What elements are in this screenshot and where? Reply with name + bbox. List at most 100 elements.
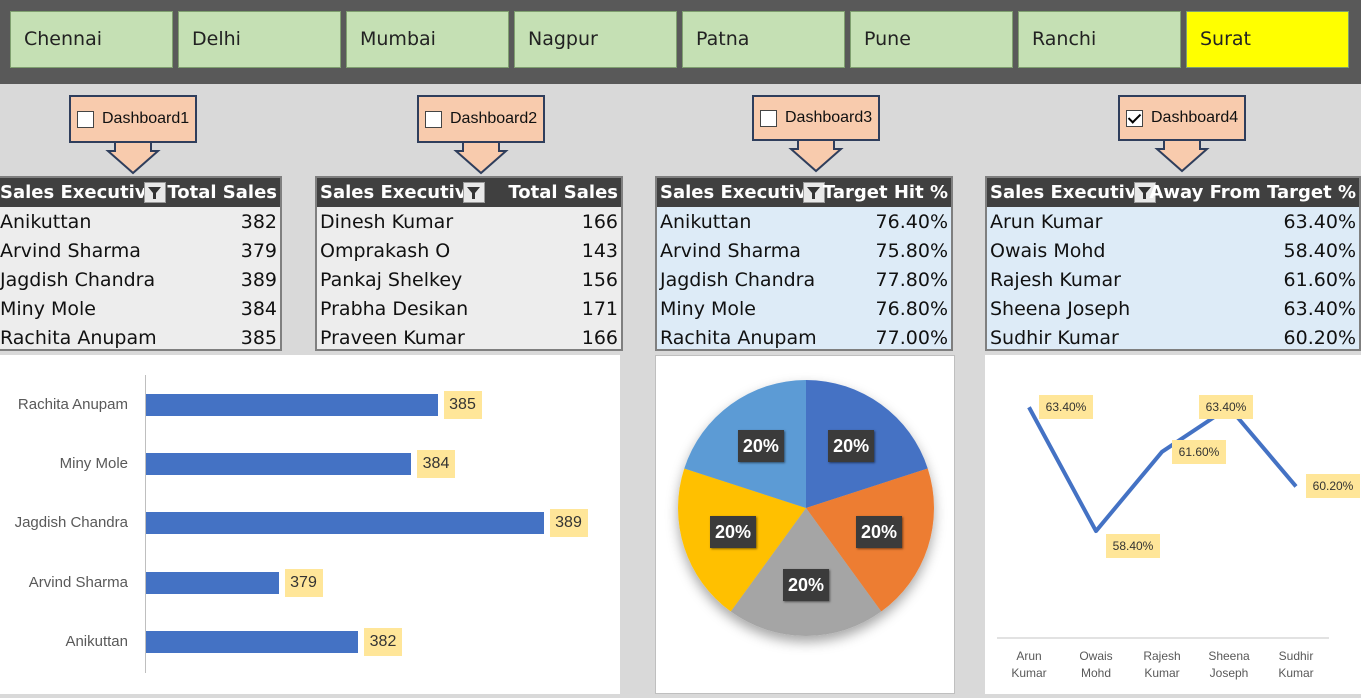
row-name: Anikuttan xyxy=(660,211,752,233)
dashboard3-callout: Dashboard3 xyxy=(752,95,880,173)
table-header: Sales Executive Total Sales xyxy=(0,178,280,207)
table-row: Rachita Anupam 77.00% xyxy=(657,323,951,349)
filter-icon xyxy=(148,187,161,199)
row-name: Sudhir Kumar xyxy=(990,327,1119,349)
table-row: Rajesh Kumar 61.60% xyxy=(987,265,1359,294)
line-category-label-line: Kumar xyxy=(1144,666,1180,680)
dashboard1-checkbox[interactable] xyxy=(77,110,94,128)
city-button-surat[interactable]: Surat xyxy=(1186,11,1349,68)
row-name: Owais Mohd xyxy=(990,240,1106,262)
line-data-label: 58.40% xyxy=(1106,534,1160,559)
column-header-sales-executive: Sales Executive xyxy=(990,182,1149,203)
line-category-label-line: Joseph xyxy=(1209,666,1249,680)
line-data-label: 61.60% xyxy=(1172,439,1226,464)
table-row: Anikuttan 76.40% xyxy=(657,207,951,236)
row-name: Praveen Kumar xyxy=(320,327,465,349)
column-header-sales-executive: Sales Executive xyxy=(660,182,819,203)
pie-data-label: 20% xyxy=(737,429,784,462)
bar-chart-panel: Rachita Anupam 385 Miny Mole 384 Jagdish Cha… xyxy=(0,355,620,694)
row-value: 156 xyxy=(581,269,618,291)
dashboard2-callout: Dashboard2 xyxy=(417,95,545,175)
row-value: 76.80% xyxy=(875,298,948,320)
row-value: 166 xyxy=(581,327,618,349)
row-name: Miny Mole xyxy=(660,298,756,320)
bar-category-label: Rachita Anupam xyxy=(17,396,128,413)
city-button-delhi[interactable]: Delhi xyxy=(178,11,341,68)
row-value: 389 xyxy=(240,269,277,291)
row-name: Arvind Sharma xyxy=(0,240,141,262)
filter-icon xyxy=(807,187,820,199)
table-row: Anikuttan 382 xyxy=(0,207,280,236)
pivot-table-2: Sales Executive Total Sales Dinesh Kumar… xyxy=(315,176,623,351)
dashboard2-checkbox[interactable] xyxy=(425,110,442,128)
city-button-patna[interactable]: Patna xyxy=(682,11,845,68)
table-row: Praveen Kumar 166 xyxy=(317,323,621,349)
pivot-table-1: Sales Executive Total Sales Anikuttan 382… xyxy=(0,176,282,351)
table-row: Jagdish Chandra 389 xyxy=(0,265,280,294)
row-value: 143 xyxy=(581,240,618,262)
row-name: Pankaj Shelkey xyxy=(320,269,463,291)
pivot-table-4: Sales Executive Away From Target % Arun … xyxy=(985,176,1361,351)
row-value: 77.00% xyxy=(875,327,948,349)
dashboard4-checkbox[interactable] xyxy=(1126,109,1143,127)
pie-data-label: 20% xyxy=(709,515,756,548)
dashboard2-label: Dashboard2 xyxy=(450,110,538,127)
filter-button[interactable] xyxy=(463,182,485,203)
row-value: 171 xyxy=(581,298,618,320)
line-category-label-line: Kumar xyxy=(1278,666,1314,680)
line-category-label-line: Owais xyxy=(1079,649,1113,663)
line-series xyxy=(1027,405,1298,534)
bar xyxy=(146,631,358,653)
row-name: Omprakash O xyxy=(320,240,451,262)
row-name: Jagdish Chandra xyxy=(660,269,816,291)
dashboard3-checkbox[interactable] xyxy=(760,109,777,127)
bar xyxy=(146,572,279,594)
bar-data-label: 384 xyxy=(417,450,455,478)
table-row: Owais Mohd 58.40% xyxy=(987,236,1359,265)
row-name: Prabha Desikan xyxy=(320,298,469,320)
bar-category-label: Anikuttan xyxy=(65,633,128,650)
row-value: 384 xyxy=(240,298,277,320)
dashboard3-label: Dashboard3 xyxy=(785,109,873,126)
city-button-nagpur[interactable]: Nagpur xyxy=(514,11,677,68)
row-value: 77.80% xyxy=(875,269,948,291)
column-header-target-hit: Target Hit % xyxy=(822,182,948,203)
row-value: 382 xyxy=(240,211,277,233)
line-category-label: Sudhir Kumar xyxy=(1266,648,1326,682)
row-name: Dinesh Kumar xyxy=(320,211,454,233)
city-button-chennai[interactable]: Chennai xyxy=(10,11,173,68)
table-row: Prabha Desikan 171 xyxy=(317,294,621,323)
line-chart-panel: 63.40% Arun Kumar 58.40% Owais Mohd 61.60% Raje… xyxy=(985,355,1361,694)
pie-chart xyxy=(678,380,934,636)
city-button-mumbai[interactable]: Mumbai xyxy=(346,11,509,68)
line-category-label: Sheena Joseph xyxy=(1199,648,1259,682)
line-data-label: 60.20% xyxy=(1306,474,1360,499)
pie-chart-panel: 20% 20% 20% 20% 20% xyxy=(655,355,955,694)
bar-category-label: Jagdish Chandra xyxy=(14,514,128,531)
city-button-ranchi[interactable]: Ranchi xyxy=(1018,11,1181,68)
row-name: Jagdish Chandra xyxy=(0,269,156,291)
column-header-away-from-target: Away From Target % xyxy=(1149,182,1356,203)
city-button-pune[interactable]: Pune xyxy=(850,11,1013,68)
bar xyxy=(146,394,438,416)
row-value: 75.80% xyxy=(875,240,948,262)
row-value: 63.40% xyxy=(1283,211,1356,233)
column-header-total-sales: Total Sales xyxy=(508,182,618,203)
table-row: Pankaj Shelkey 156 xyxy=(317,265,621,294)
table-row: Arvind Sharma 75.80% xyxy=(657,236,951,265)
table-row: Dinesh Kumar 166 xyxy=(317,207,621,236)
line-data-label: 63.40% xyxy=(1199,395,1253,420)
row-name: Sheena Joseph xyxy=(990,298,1131,320)
line-category-label-line: Mohd xyxy=(1080,666,1112,680)
filter-button[interactable] xyxy=(144,182,166,203)
row-value: 166 xyxy=(581,211,618,233)
dashboard4-label: Dashboard4 xyxy=(1151,109,1239,126)
bar-category-label: Miny Mole xyxy=(59,455,128,472)
bar-data-label: 379 xyxy=(284,569,323,597)
line-category-label-line: Arun xyxy=(1016,649,1042,663)
table-row: Rachita Anupam 385 xyxy=(0,323,280,349)
line-category-label-line: Kumar xyxy=(1011,666,1047,680)
filter-button[interactable] xyxy=(1134,182,1156,203)
filter-button[interactable] xyxy=(803,182,825,203)
table-header: Sales Executive Away From Target % xyxy=(987,178,1359,207)
